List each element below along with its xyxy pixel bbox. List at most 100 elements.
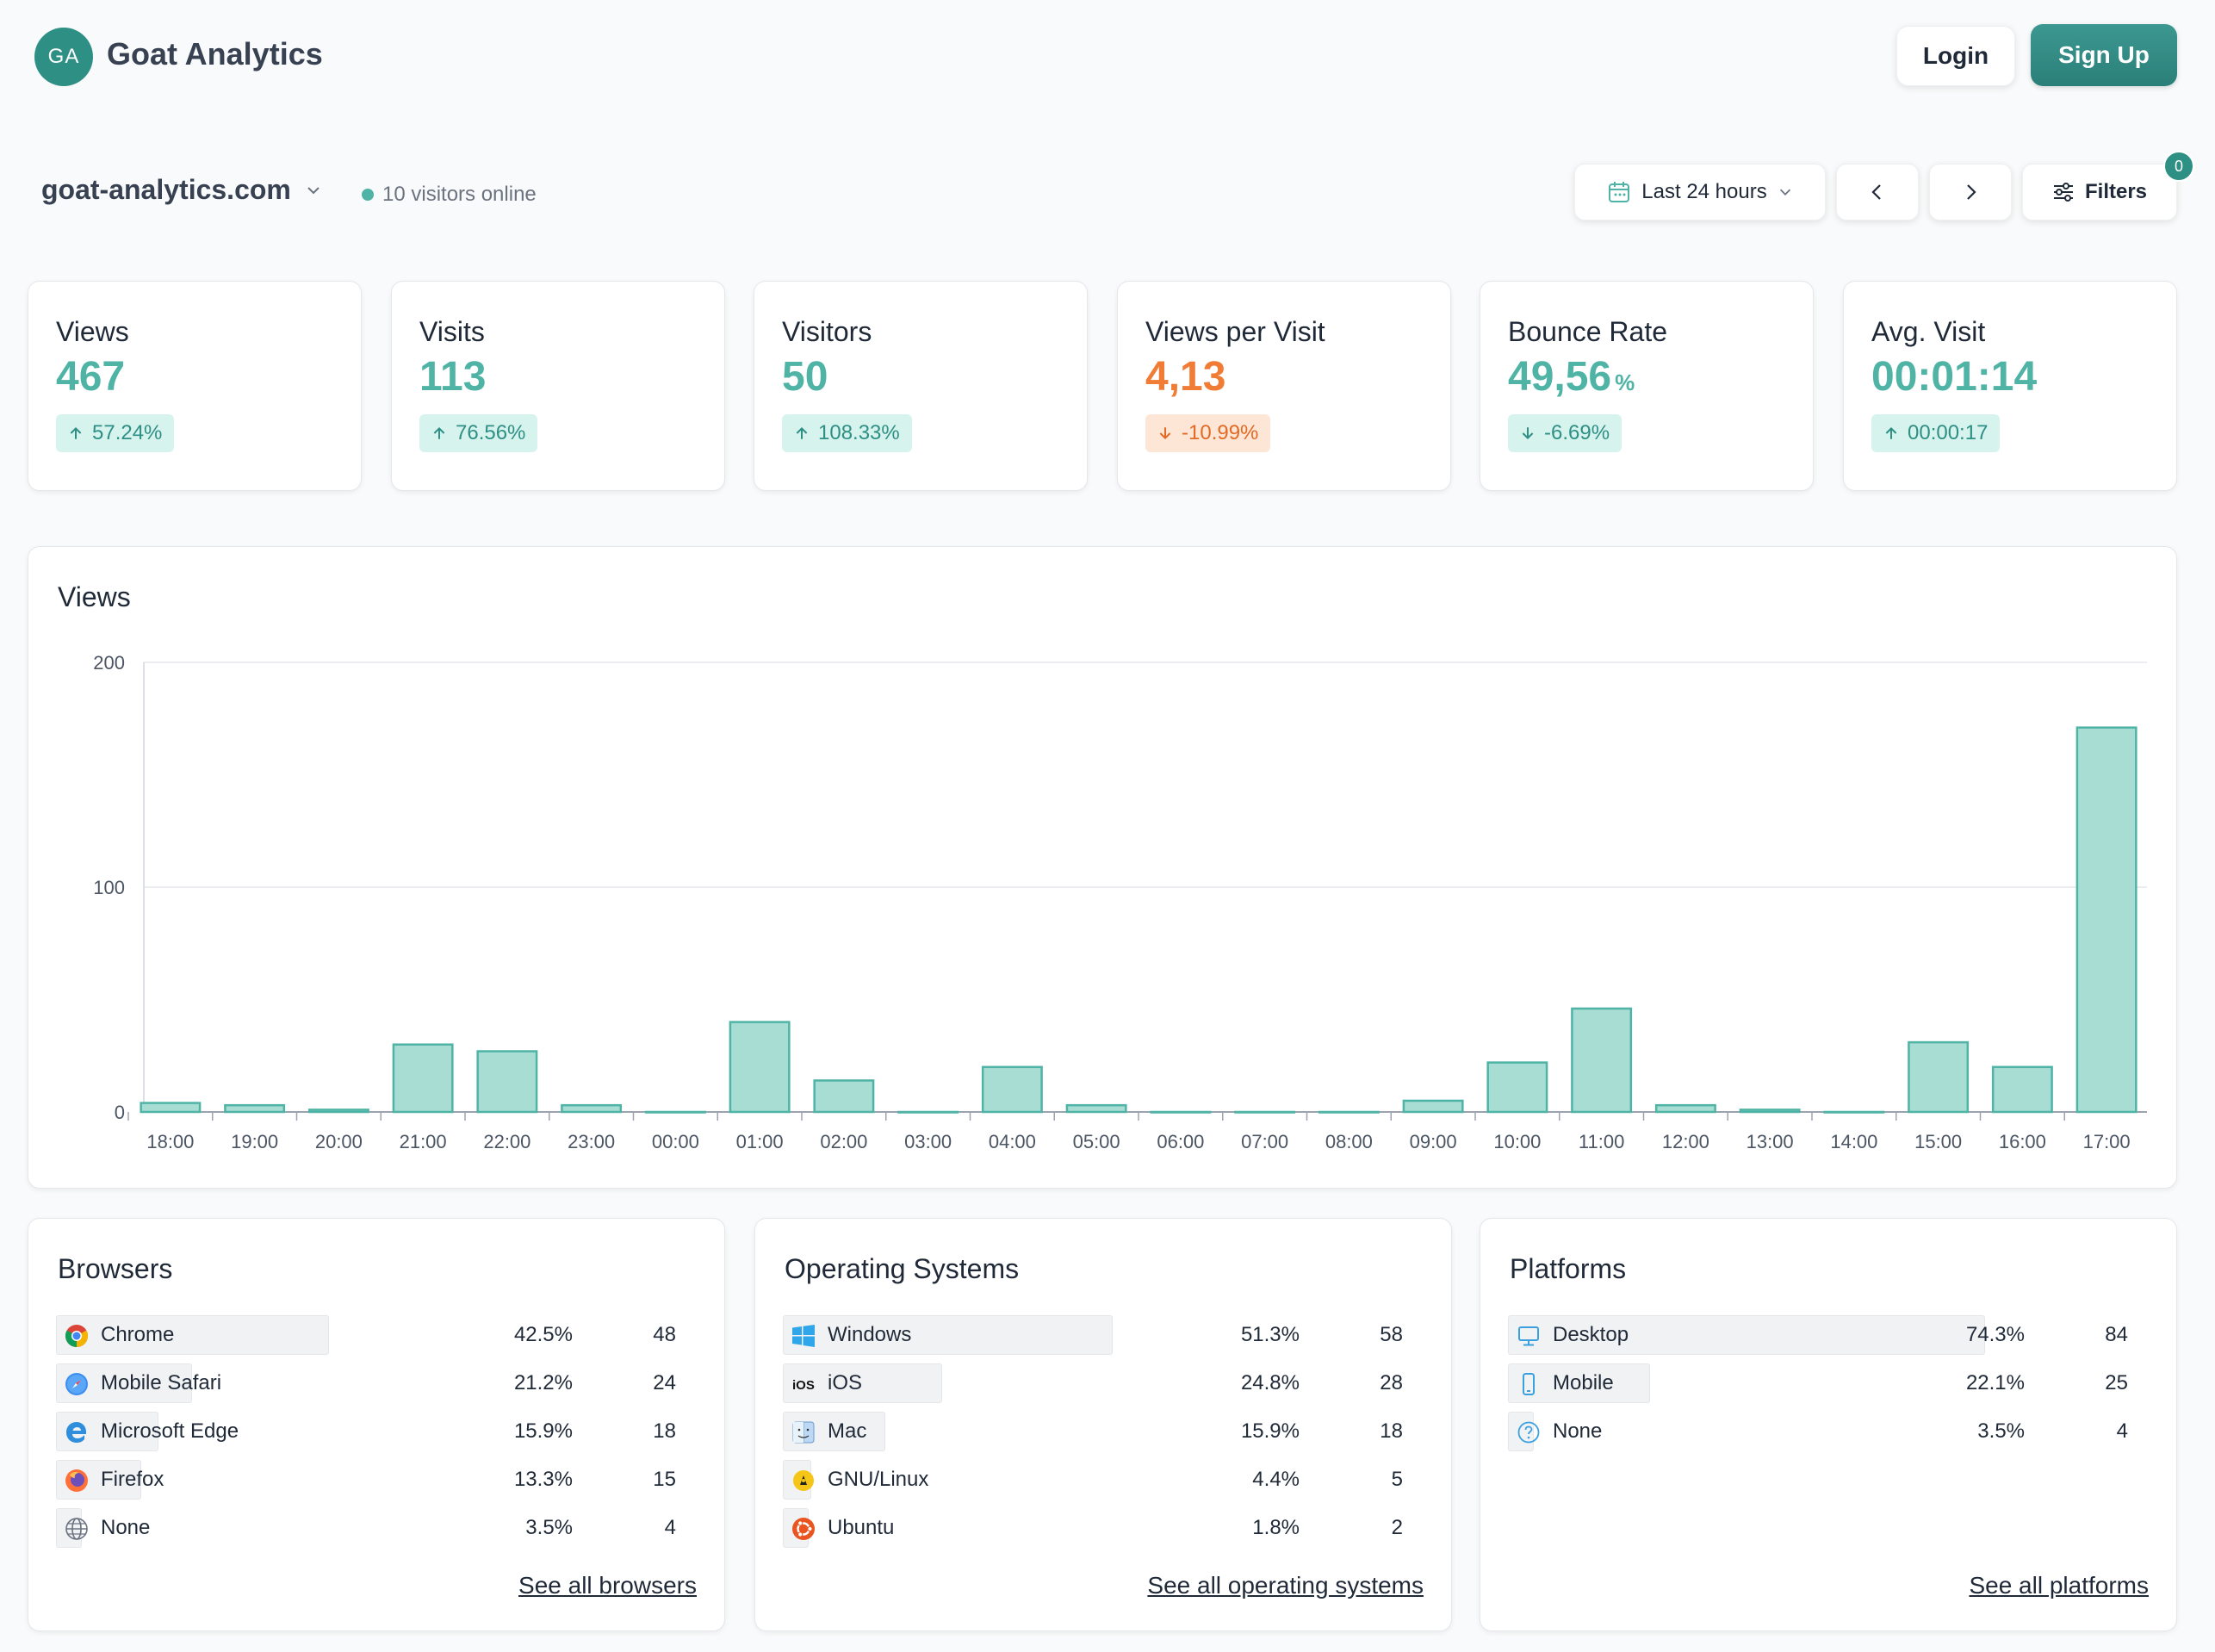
firefox-icon: [65, 1469, 88, 1492]
x-tick-label: 01:00: [736, 1131, 784, 1152]
row-percentage: 3.5%: [525, 1516, 573, 1539]
row-count: 18: [653, 1419, 676, 1443]
bar-00:00: [644, 1110, 706, 1114]
x-tick-label: 06:00: [1157, 1131, 1204, 1152]
arrow-up-icon: [1885, 426, 1897, 439]
chevron-down-icon: [307, 186, 320, 194]
browsers-card: Browsers Chrome 42.5% 48 Mobile Safari 21.2%…: [28, 1218, 725, 1631]
x-tick-label: 03:00: [904, 1131, 952, 1152]
x-tick-label: 04:00: [989, 1131, 1036, 1152]
filters-button[interactable]: Filters: [2022, 164, 2177, 220]
row-name: Mobile: [1553, 1371, 1614, 1394]
row-count: 5: [1391, 1468, 1403, 1491]
browsers-row[interactable]: Chrome 42.5% 48: [56, 1315, 710, 1357]
os-row[interactable]: Windows 51.3% 58: [783, 1315, 1437, 1357]
browsers-row[interactable]: None 3.5% 4: [56, 1508, 710, 1550]
os-row[interactable]: GNU/Linux 4.4% 5: [783, 1460, 1437, 1501]
browsers-row[interactable]: Mobile Safari 21.2% 24: [56, 1363, 710, 1405]
row-count: 18: [1380, 1419, 1403, 1443]
arrow-down-icon: [1522, 427, 1534, 440]
filters-label: Filters: [2084, 180, 2148, 203]
row-name: Microsoft Edge: [101, 1419, 239, 1443]
row-name: Desktop: [1553, 1323, 1629, 1346]
row-count: 28: [1380, 1371, 1403, 1394]
row-percentage: 13.3%: [513, 1468, 573, 1491]
row-percentage: 74.3%: [1965, 1323, 2025, 1346]
x-tick-label: 23:00: [568, 1131, 615, 1152]
stat-label: Visitors: [782, 316, 872, 347]
stat-card-views[interactable]: Views 467 57.24%: [28, 281, 362, 491]
browsers-row[interactable]: Microsoft Edge 15.9% 18: [56, 1412, 710, 1453]
os-row[interactable]: Mac 15.9% 18: [783, 1412, 1437, 1453]
desktop-icon: [1518, 1326, 1539, 1346]
date-range-button[interactable]: Last 24 hours: [1574, 164, 1826, 220]
row-count: 24: [653, 1371, 676, 1394]
row-name: Chrome: [101, 1323, 175, 1346]
x-tick-label: 00:00: [652, 1131, 699, 1152]
share-bar: [56, 1315, 329, 1355]
stat-value-number: 4,13: [1145, 354, 1226, 400]
see-all-os-link[interactable]: See all operating systems: [1147, 1572, 1424, 1599]
row-name: None: [101, 1516, 151, 1539]
bar-23:00: [561, 1103, 623, 1114]
arrow-up-icon: [70, 426, 82, 439]
x-tick-label: 14:00: [1830, 1131, 1877, 1152]
platforms-row[interactable]: Mobile 22.1% 25: [1508, 1363, 2162, 1405]
platforms-row[interactable]: None 3.5% 4: [1508, 1412, 2162, 1453]
y-tick-label: 0: [115, 1102, 125, 1123]
online-text: 10 visitors online: [382, 183, 537, 206]
row-count: 4: [664, 1516, 676, 1539]
stat-value: 4,13: [1145, 353, 1423, 401]
os-title: Operating Systems: [785, 1253, 1020, 1284]
row-name: Mac: [828, 1419, 867, 1443]
x-tick-label: 05:00: [1073, 1131, 1120, 1152]
signup-button[interactable]: Sign Up: [2031, 24, 2177, 86]
stat-label: Bounce Rate: [1508, 316, 1668, 347]
arrow-up-icon: [433, 426, 445, 439]
stat-label: Views per Visit: [1145, 316, 1325, 347]
stat-change-value: -6.69%: [1544, 421, 1610, 444]
filters-count-badge: 0: [2163, 151, 2194, 182]
platforms-title: Platforms: [1510, 1253, 1627, 1284]
bar-11:00: [1571, 1007, 1633, 1114]
stat-card-views-per-visit[interactable]: Views per Visit 4,13 -10.99%: [1117, 281, 1451, 491]
platforms-row[interactable]: Desktop 74.3% 84: [1508, 1315, 2162, 1357]
row-count: 84: [2105, 1323, 2128, 1346]
see-all-browsers-link[interactable]: See all browsers: [518, 1572, 697, 1599]
x-tick-label: 07:00: [1241, 1131, 1288, 1152]
stat-card-visitors[interactable]: Visitors 50 108.33%: [754, 281, 1088, 491]
stat-card-visits[interactable]: Visits 113 76.56%: [391, 281, 725, 491]
calendar-icon: [1609, 182, 1630, 202]
row-count: 4: [2116, 1419, 2128, 1443]
stat-card-avg-visit[interactable]: Avg. Visit 00:01:14 00:00:17: [1843, 281, 2177, 491]
linux-icon: [793, 1470, 814, 1491]
stat-change: -6.69%: [1508, 414, 1622, 452]
row-count: 58: [1380, 1323, 1403, 1346]
stat-change-value: 00:00:17: [1908, 421, 1989, 444]
stat-value-number: 113: [419, 354, 487, 400]
x-tick-label: 22:00: [483, 1131, 530, 1152]
stat-change: 76.56%: [419, 414, 538, 452]
sliders-icon: [2053, 183, 2073, 202]
previous-period-button[interactable]: [1836, 164, 1919, 220]
row-name: GNU/Linux: [828, 1468, 929, 1491]
os-row[interactable]: iOS iOS 24.8% 28: [783, 1363, 1437, 1405]
top-bar: GA Goat Analytics Login Sign Up: [0, 0, 2215, 112]
row-percentage: 51.3%: [1240, 1323, 1300, 1346]
logo-avatar[interactable]: GA: [34, 28, 93, 86]
row-count: 2: [1391, 1516, 1403, 1539]
share-bar: [1508, 1363, 1650, 1403]
site-selector[interactable]: goat-analytics.com: [41, 174, 322, 206]
stat-label: Avg. Visit: [1871, 316, 1986, 347]
login-button[interactable]: Login: [1896, 26, 2015, 86]
bar-09:00: [1402, 1099, 1464, 1114]
browsers-row[interactable]: Firefox 13.3% 15: [56, 1460, 710, 1501]
stat-card-bounce-rate[interactable]: Bounce Rate 49,56% -6.69%: [1480, 281, 1814, 491]
views-chart-card: Views 0 100 200 18:00 19:00 20:00 21:00 22:00 23…: [28, 546, 2177, 1189]
os-row[interactable]: Ubuntu 1.8% 2: [783, 1508, 1437, 1550]
see-all-platforms-link[interactable]: See all platforms: [1969, 1572, 2149, 1599]
brand-name[interactable]: Goat Analytics: [107, 36, 323, 71]
stat-change: 57.24%: [56, 414, 175, 452]
next-period-button[interactable]: [1929, 164, 2012, 220]
bar-10:00: [1486, 1061, 1548, 1114]
